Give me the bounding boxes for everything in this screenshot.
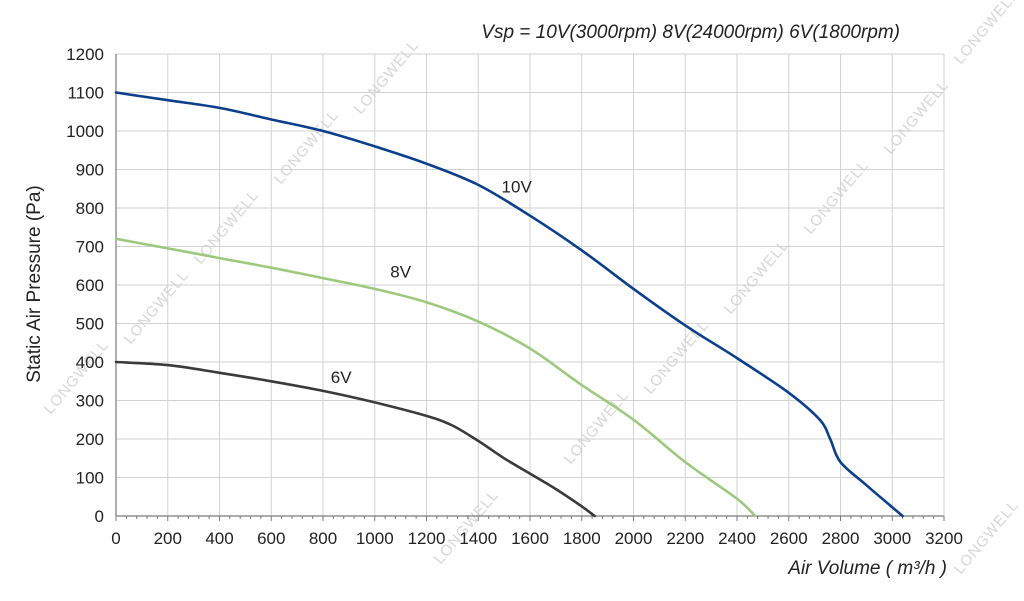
x-tick-label: 1800 — [563, 529, 601, 548]
x-axis-title: Air Volume ( m³/h ) — [787, 558, 947, 579]
watermark-text: LONGWELL — [561, 387, 633, 468]
series-line-10v — [114, 91, 904, 518]
x-tick-label: 3200 — [925, 529, 963, 548]
x-tick-label: 1200 — [408, 529, 446, 548]
y-tick-label: 0 — [95, 507, 104, 526]
x-tick-label: 3000 — [873, 529, 911, 548]
y-tick-label: 500 — [76, 315, 104, 334]
x-tick-label: 2000 — [615, 529, 653, 548]
x-tick-label: 400 — [205, 529, 233, 548]
watermark-text: LONGWELL — [881, 77, 953, 158]
y-tick-label: 1200 — [66, 45, 104, 64]
x-tick-label: 600 — [257, 529, 285, 548]
watermark-text: LONGWELL — [641, 317, 713, 398]
x-tick-label: 1600 — [511, 529, 549, 548]
x-tick-label: 2400 — [718, 529, 756, 548]
y-tick-label: 700 — [76, 238, 104, 257]
y-tick-label: 100 — [76, 469, 104, 488]
watermark-text: LONGWELL — [721, 237, 793, 318]
watermark-text: LONGWELL — [121, 267, 193, 348]
y-axis-title: Static Air Pressure (Pa) — [24, 185, 45, 382]
series-label-6v: 6V — [331, 368, 352, 387]
axes: 0 200 400 600 800 1000 1200 1400 1600 1800 2000 220… — [66, 45, 963, 548]
x-tick-label: 1400 — [459, 529, 497, 548]
x-tick-label: 2600 — [770, 529, 808, 548]
series-layer — [114, 91, 904, 518]
x-tick-label: 800 — [309, 529, 337, 548]
header-note: Vsp = 10V(3000rpm) 8V(24000rpm) 6V(1800r… — [481, 22, 900, 43]
series-line-8v — [114, 237, 757, 518]
y-tick-label: 1000 — [66, 122, 104, 141]
series-label-10v: 10V — [502, 178, 533, 197]
watermark-text: LONGWELL — [801, 157, 873, 238]
x-tick-label: 200 — [154, 529, 182, 548]
watermark-layer: LONGWELLLONGWELLLONGWELLLONGWELLLONGWELL… — [41, 0, 1023, 578]
y-tick-label: 200 — [76, 430, 104, 449]
y-tick-label: 900 — [76, 161, 104, 180]
watermark-text: LONGWELL — [351, 37, 423, 118]
series-line-6v — [114, 360, 596, 518]
y-tick-label: 300 — [76, 392, 104, 411]
x-tick-label: 1000 — [356, 529, 394, 548]
watermark-text: LONGWELL — [951, 0, 1023, 68]
x-tick-label: 2200 — [666, 529, 704, 548]
y-tick-label: 1100 — [67, 84, 104, 103]
series-label-8v: 8V — [390, 262, 411, 281]
x-tick-label: 0 — [111, 529, 120, 548]
watermark-text: LONGWELL — [271, 107, 343, 188]
series-labels: 10V 8V 6V — [331, 178, 533, 388]
x-tick-label: 2800 — [822, 529, 860, 548]
y-tick-label: 800 — [76, 199, 104, 218]
y-tick-label: 600 — [76, 276, 104, 295]
watermark-text: LONGWELL — [431, 487, 503, 568]
grid — [115, 53, 945, 517]
y-tick-label: 400 — [76, 353, 104, 372]
